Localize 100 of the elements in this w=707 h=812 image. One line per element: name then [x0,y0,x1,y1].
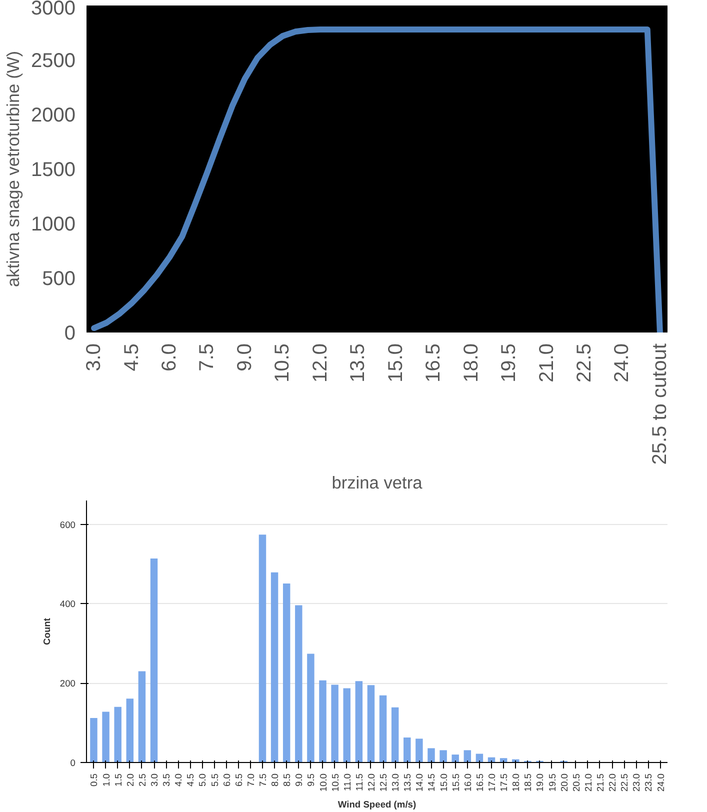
x-tick-label: 1.0 [101,774,112,786]
x-tick-label: 5.5 [210,774,220,786]
bar [319,680,326,762]
bar [391,707,399,762]
x-tick-label: 18.5 [523,774,534,792]
x-tick-label: 6.5 [234,774,244,786]
x-tick-label: 21.0 [536,343,558,382]
x-tick-label: 25.5 to cutout [648,343,671,465]
bar [464,750,472,762]
bar [416,738,423,762]
x-tick-label: 9.5 [306,774,316,786]
x-tick-label: 8.0 [270,774,280,786]
x-tick-label: 12.0 [309,343,332,382]
x-tick-label: 23.0 [632,774,642,792]
x-tick-label: 15.5 [450,774,461,792]
y-tick-label: 500 [42,268,76,290]
x-tick-label: 17.0 [487,774,498,792]
x-tick-label: 4.5 [186,774,196,786]
x-tick-label: 7.5 [258,774,268,786]
x-tick-label: 16.5 [474,774,485,792]
x-tick-label: 7.0 [246,774,256,786]
x-tick-label: 21.0 [583,774,594,792]
y-axis-title: Count [42,618,52,645]
x-tick-label: 13.0 [390,774,401,792]
x-tick-label: 3.0 [83,343,106,372]
x-tick-label: 10.5 [272,343,294,382]
x-tick-label: 3.5 [162,774,172,786]
bar [282,583,290,762]
x-axis-title: Wind Speed (m/s) [338,800,416,810]
x-tick-label: 17.5 [499,774,510,792]
x-tick-label: 6.0 [158,343,180,372]
x-tick-label: 22.5 [620,774,630,792]
y-tick-label: 600 [60,520,76,530]
x-tick-label: 16.0 [462,774,473,792]
x-tick-label: 16.5 [422,343,445,382]
bar [114,706,122,762]
x-tick-label: 12.5 [378,774,389,792]
x-tick-label: 0.5 [89,774,100,786]
bar [367,685,375,762]
x-tick-label: 13.5 [347,343,370,382]
x-tick-label: 5.0 [198,774,208,786]
x-tick-label: 24.0 [656,774,666,792]
x-tick-label: 6.0 [222,774,232,786]
bar [404,737,411,762]
y-tick-label: 1000 [31,214,76,236]
bar [452,754,459,762]
x-tick-label: 11.5 [354,773,364,791]
y-tick-label: 200 [60,678,76,689]
x-tick-label: 2.0 [125,774,136,786]
y-tick-label: 1500 [31,159,76,181]
x-tick-label: 24.0 [611,343,634,382]
bar [258,534,266,762]
x-tick-label: 11.0 [342,773,352,791]
y-tick-label: 0 [64,322,76,344]
bar [90,718,98,762]
y-axis-title: aktivna snage vetroturbine (W) [3,51,24,287]
x-tick-label: 10.5 [330,774,340,792]
bar [295,605,302,762]
x-tick-label: 9.0 [234,343,256,372]
x-tick-label: 13.5 [402,774,413,792]
y-tick-label: 2000 [31,104,76,126]
bar [126,698,134,762]
x-tick-label: 14.0 [414,774,425,792]
x-tick-label: 21.5 [596,774,606,792]
bar [150,558,158,762]
bar [355,681,363,762]
x-tick-label: 15.0 [384,343,407,382]
x-tick-label: 18.0 [460,343,482,382]
x-tick-label: 3.0 [150,774,160,786]
x-tick-label: 15.0 [438,774,449,792]
x-tick-label: 10.0 [318,774,328,792]
x-tick-label: 4.5 [120,343,143,372]
x-tick-label: 2.5 [137,774,148,786]
x-tick-label: 1.5 [113,774,124,786]
x-tick-label: 19.5 [547,774,558,792]
x-tick-label: 20.0 [559,774,570,792]
y-tick-label: 0 [70,758,76,768]
x-tick-label: 19.0 [535,774,546,792]
x-tick-label: 14.5 [426,774,437,792]
x-axis-title: brzina vetra [332,472,423,493]
x-tick-label: 18.0 [511,774,522,792]
bar [331,684,338,762]
bar [440,750,447,762]
bar [102,712,110,762]
x-tick-label: 9.0 [294,774,304,786]
x-tick-label: 7.5 [196,343,218,372]
bar [307,654,314,762]
bar [270,572,278,762]
x-tick-label: 23.5 [644,774,654,792]
x-tick-label: 20.5 [571,774,582,792]
x-tick-label: 12.0 [366,774,376,792]
y-tick-label: 400 [60,599,76,610]
x-tick-label: 8.5 [282,774,292,786]
x-tick-label: 19.5 [498,343,520,382]
bar [343,688,350,762]
y-tick-label: 2500 [31,50,76,72]
x-tick-label: 22.5 [574,343,596,382]
x-tick-label: 4.0 [174,774,184,786]
x-tick-label: 22.0 [608,774,618,792]
bar [428,748,435,762]
